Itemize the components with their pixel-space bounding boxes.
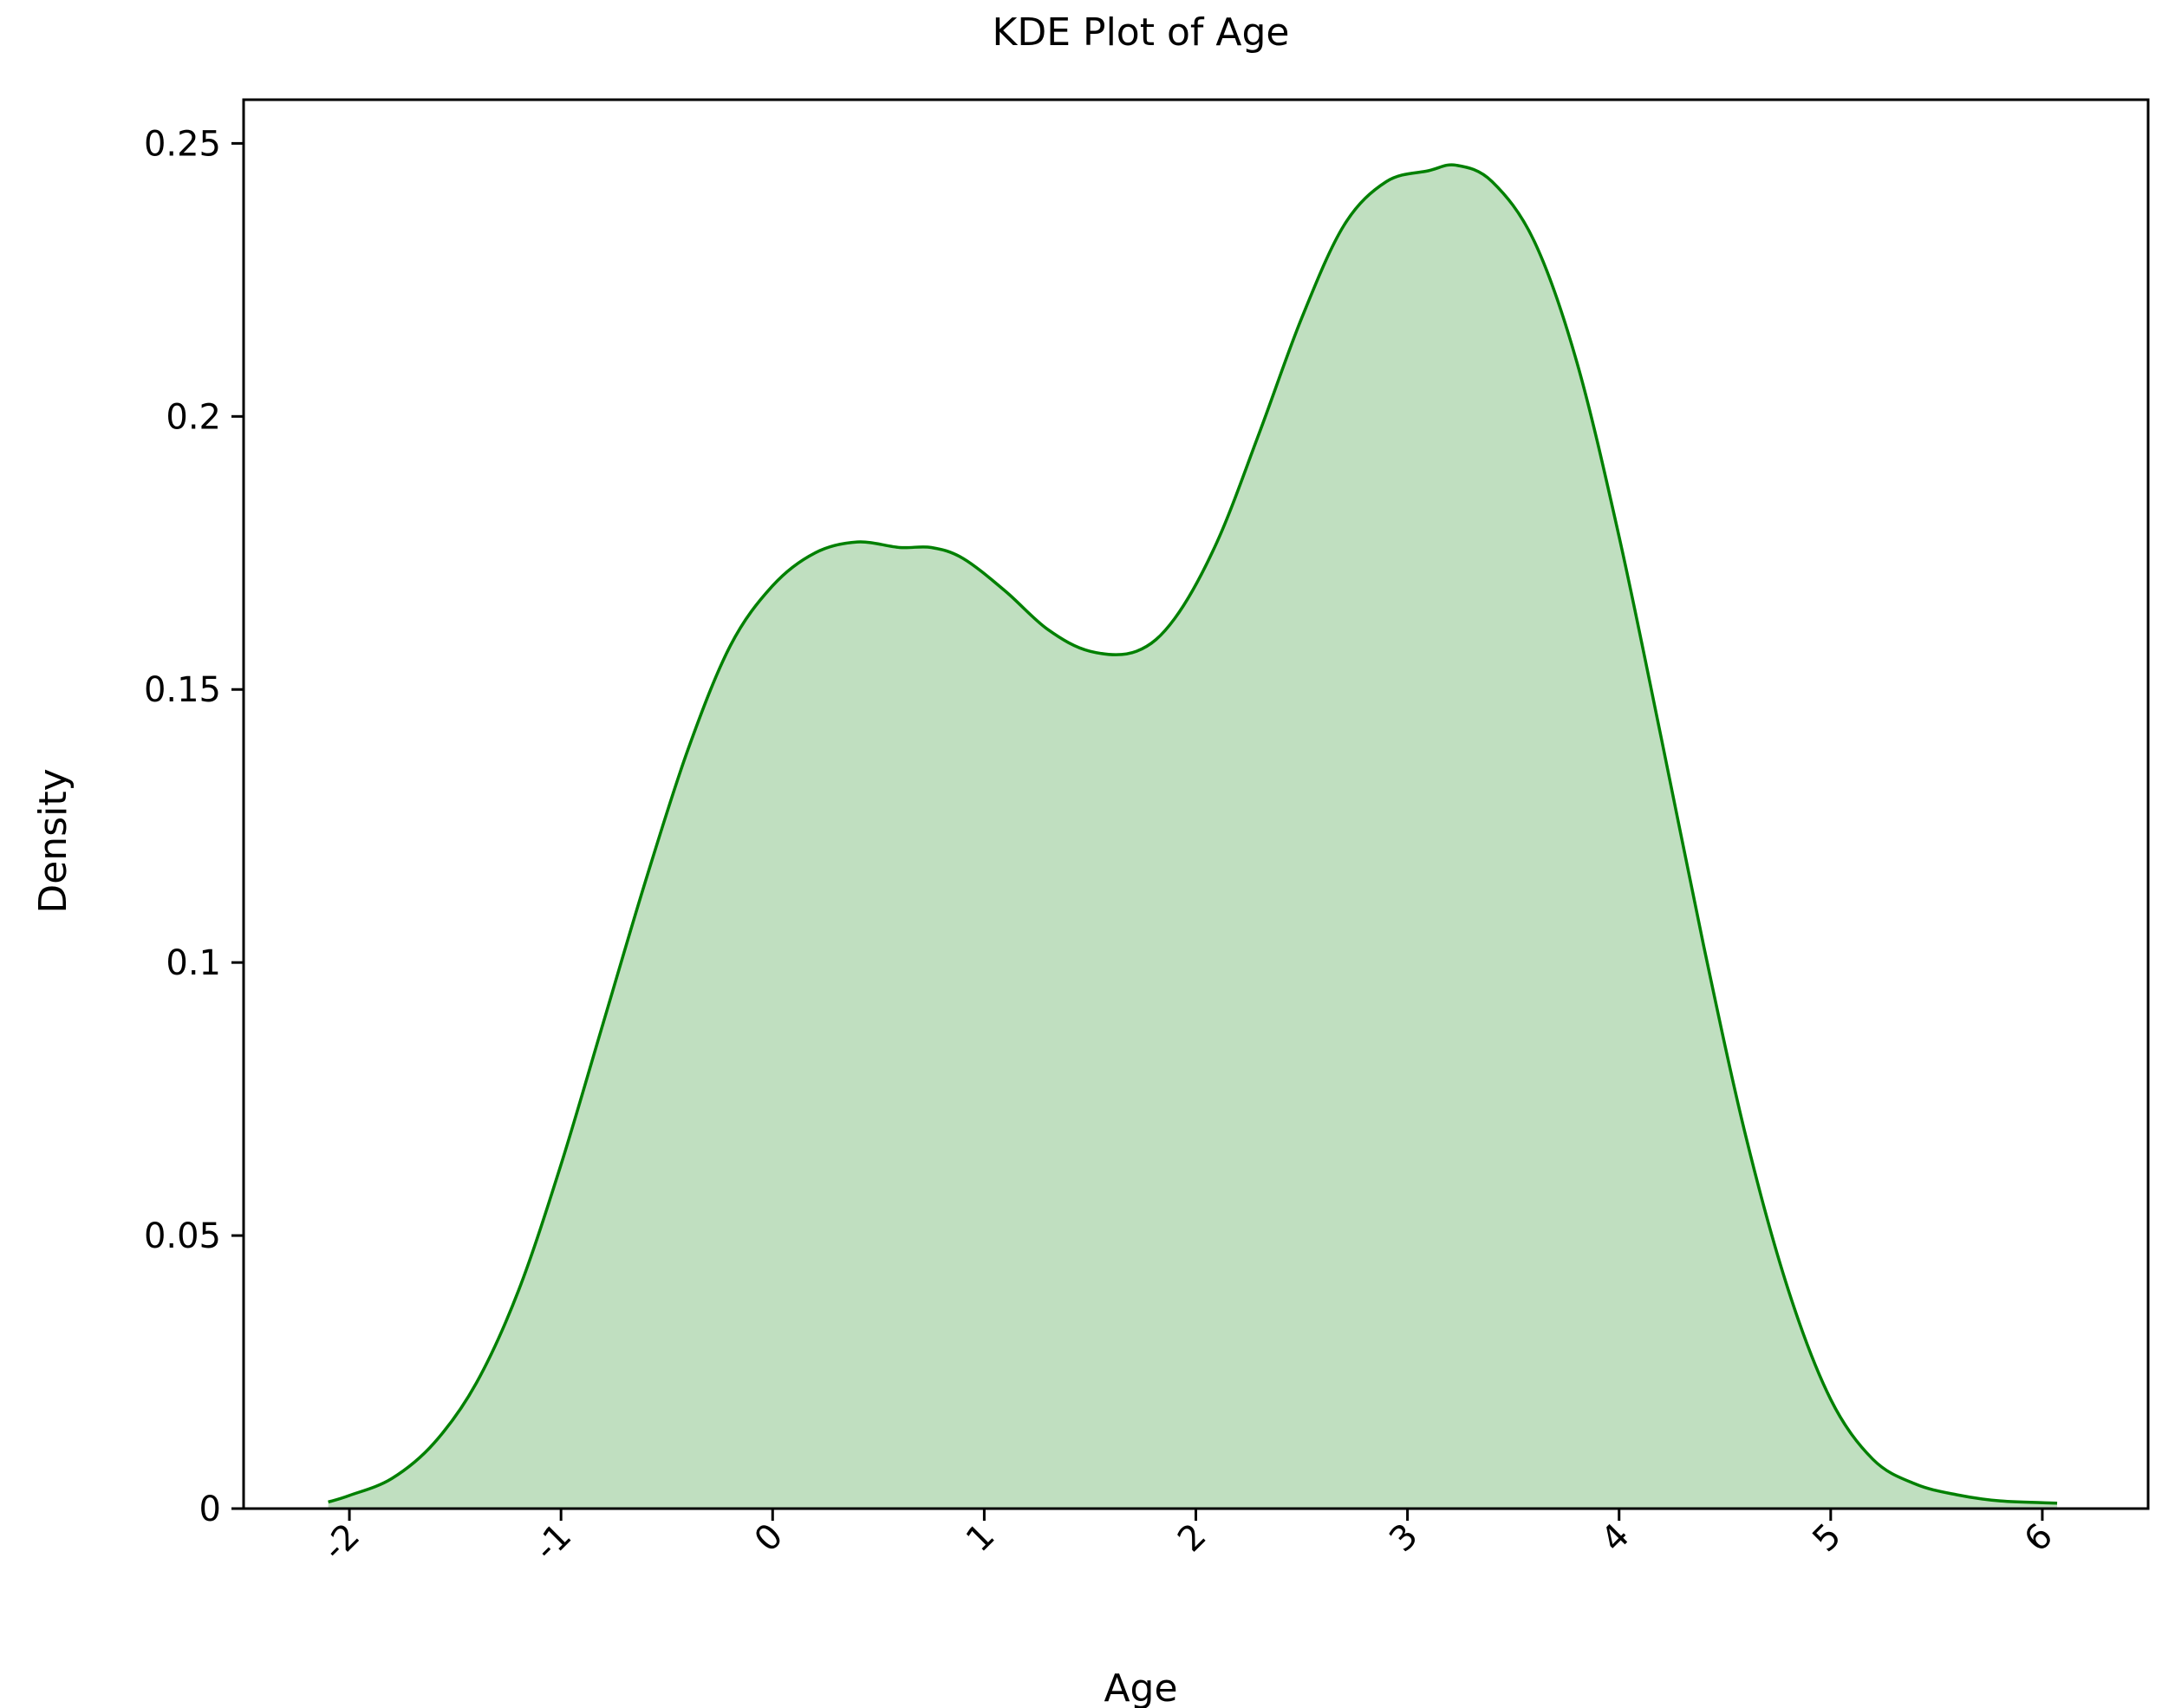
density-area-fill <box>328 165 2058 1509</box>
chart-title: KDE Plot of Age <box>993 10 1290 55</box>
density-curve <box>328 163 2058 1505</box>
y-axis-label: Density <box>31 768 75 913</box>
y-tick-label: 0.25 <box>144 124 221 164</box>
x-tick-label: -1 <box>527 1516 580 1569</box>
y-tick-label: 0 <box>199 1490 221 1529</box>
y-tick-label: 0.2 <box>166 397 221 437</box>
x-tick-label: 6 <box>2016 1516 2061 1561</box>
x-tick-label: 2 <box>1170 1516 1214 1561</box>
plot-area <box>242 98 2150 1510</box>
x-tick-label: 3 <box>1382 1516 1426 1561</box>
y-tick-label: 0.15 <box>144 670 221 710</box>
y-tick-label: 0.05 <box>144 1216 221 1256</box>
x-tick-label: 0 <box>747 1516 791 1561</box>
x-tick-label: 4 <box>1593 1516 1638 1561</box>
x-tick-label: 5 <box>1805 1516 1849 1561</box>
x-tick-label: -2 <box>315 1516 368 1569</box>
x-tick-label: 1 <box>959 1516 1003 1561</box>
x-axis: -2 -1 0 1 2 3 4 5 6 <box>315 1509 2061 1568</box>
y-tick-label: 0.1 <box>166 943 221 983</box>
x-axis-label: Age <box>1104 1666 1177 1708</box>
y-axis: 0 0.05 0.1 0.15 0.2 0.25 <box>144 124 244 1529</box>
